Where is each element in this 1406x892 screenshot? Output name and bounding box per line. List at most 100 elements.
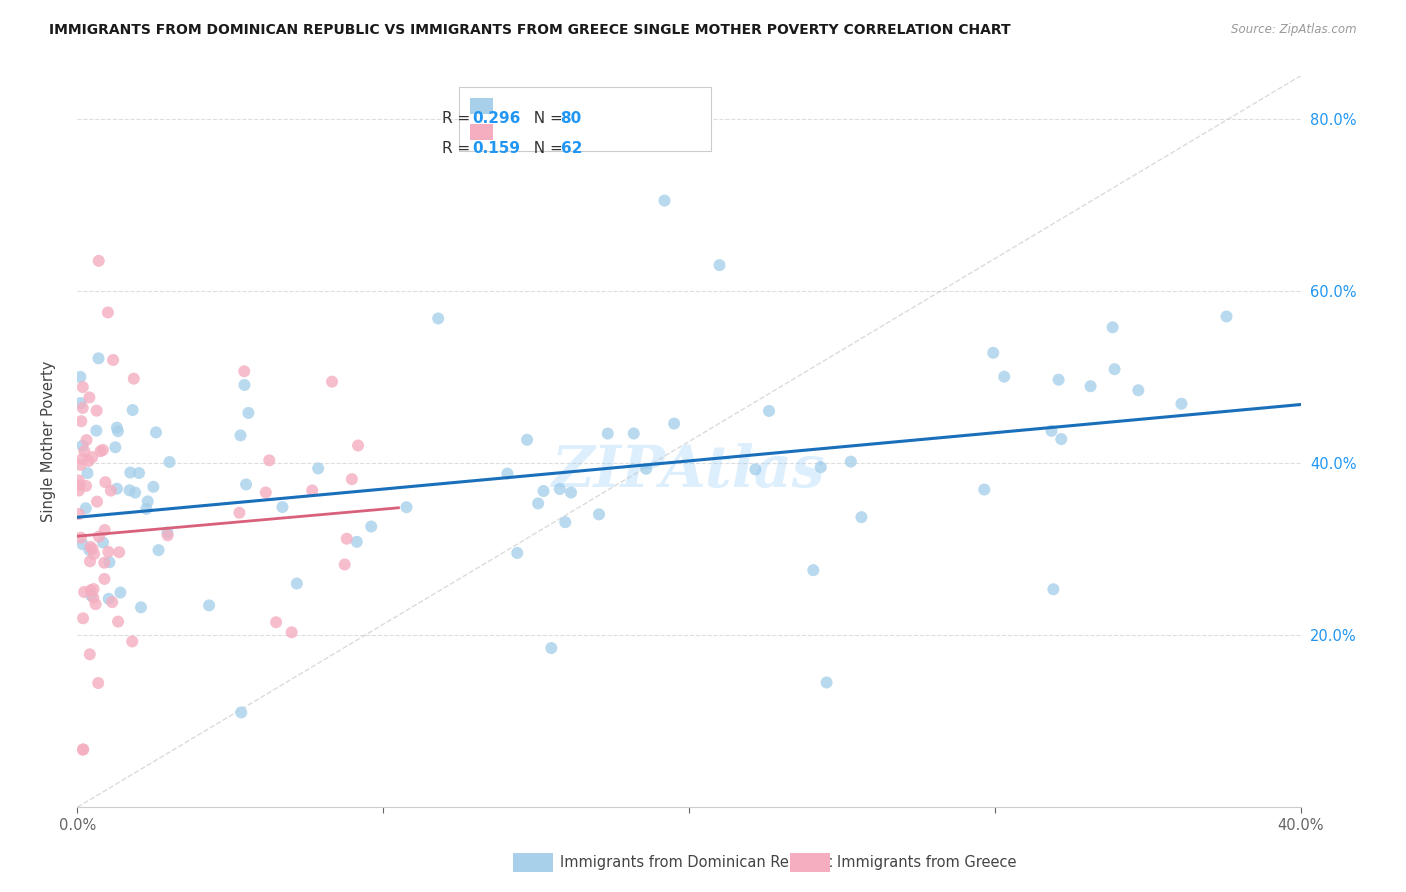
Legend:                                         ,                                       : , <box>460 87 710 151</box>
Point <box>79 554 101 568</box>
Point <box>198 599 221 613</box>
Point <box>100 483 122 498</box>
Point <box>80 589 103 603</box>
Point <box>540 641 562 656</box>
Point <box>72 611 94 625</box>
Point <box>851 510 873 524</box>
Point <box>810 460 832 475</box>
Point <box>654 194 676 208</box>
Point <box>70 414 93 428</box>
Point <box>87 530 110 544</box>
Point <box>321 375 343 389</box>
Point <box>107 424 129 438</box>
Point <box>264 615 287 630</box>
Point <box>145 425 167 440</box>
Point <box>69 370 91 384</box>
Point <box>77 454 100 468</box>
Point <box>427 311 450 326</box>
Point <box>340 472 363 486</box>
Point <box>104 440 127 454</box>
Text: ZIPAtlas: ZIPAtlas <box>553 442 825 499</box>
Point <box>623 426 645 441</box>
Point <box>758 404 780 418</box>
Point <box>506 546 529 560</box>
Point <box>67 474 90 488</box>
Point <box>1128 384 1150 398</box>
Point <box>93 556 115 570</box>
Point <box>801 563 824 577</box>
Point <box>72 439 94 453</box>
Point <box>228 506 250 520</box>
Point <box>1101 320 1123 334</box>
Point <box>347 438 370 452</box>
Point <box>744 462 766 476</box>
Point <box>1080 379 1102 393</box>
Point <box>548 482 571 496</box>
Point <box>121 634 143 648</box>
Point <box>129 600 152 615</box>
Point <box>75 501 97 516</box>
Point <box>69 396 91 410</box>
Point <box>156 525 179 540</box>
Point <box>142 480 165 494</box>
Point <box>527 496 550 510</box>
Point <box>72 537 94 551</box>
Point <box>83 547 105 561</box>
Point <box>105 420 128 434</box>
Point <box>72 451 94 466</box>
Text: 62: 62 <box>561 141 582 155</box>
Text: Immigrants from Dominican Republic: Immigrants from Dominican Republic <box>560 855 832 870</box>
Point <box>815 675 838 690</box>
Point <box>91 442 114 457</box>
Point <box>136 494 159 508</box>
Point <box>79 391 101 405</box>
Point <box>533 483 555 498</box>
Point <box>231 706 253 720</box>
Point <box>86 403 108 417</box>
Point <box>105 482 128 496</box>
Point <box>496 467 519 481</box>
Point <box>86 494 108 508</box>
Point <box>73 444 96 458</box>
Point <box>516 433 538 447</box>
Point <box>120 466 142 480</box>
Point <box>110 585 132 599</box>
Point <box>662 417 685 431</box>
Point <box>333 558 356 572</box>
Text: Immigrants from Greece: Immigrants from Greece <box>837 855 1017 870</box>
Point <box>981 345 1004 359</box>
Point <box>80 583 103 598</box>
Point <box>101 595 124 609</box>
Point <box>148 543 170 558</box>
Point <box>233 378 256 392</box>
Point <box>87 351 110 366</box>
Point <box>76 466 98 480</box>
Point <box>709 258 731 272</box>
Point <box>69 478 91 492</box>
Point <box>93 523 115 537</box>
Point <box>135 501 157 516</box>
Point <box>1170 397 1192 411</box>
Point <box>76 433 98 447</box>
Point <box>271 500 294 514</box>
Point <box>1040 424 1063 438</box>
Point <box>73 585 96 599</box>
Point <box>839 455 862 469</box>
Point <box>97 545 120 559</box>
Point <box>86 424 108 438</box>
Point <box>259 453 281 467</box>
Point <box>156 528 179 542</box>
Point <box>554 515 576 529</box>
Point <box>121 403 143 417</box>
Text: R =: R = <box>441 141 475 155</box>
Point <box>285 576 308 591</box>
Point <box>233 364 256 378</box>
Point <box>1050 432 1073 446</box>
Point <box>235 477 257 491</box>
Point <box>1104 362 1126 376</box>
Point <box>69 458 91 472</box>
Point <box>79 648 101 662</box>
Point <box>84 597 107 611</box>
Point <box>90 444 112 458</box>
Point <box>254 485 277 500</box>
